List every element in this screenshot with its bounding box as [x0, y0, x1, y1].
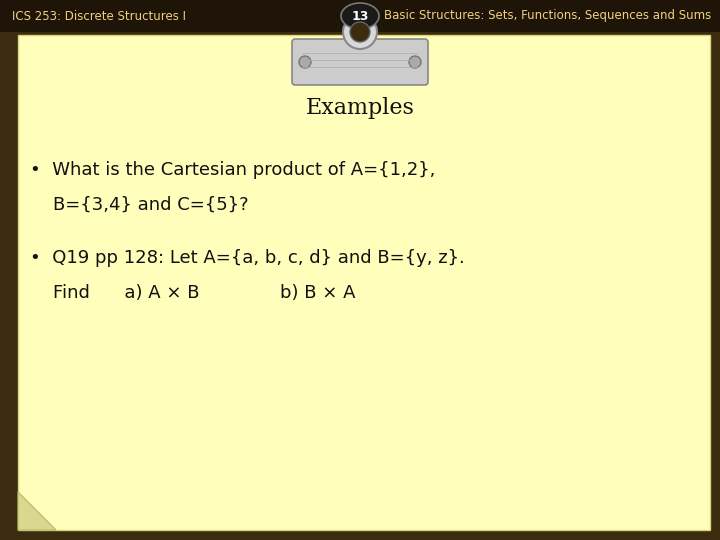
Ellipse shape: [350, 22, 370, 42]
FancyBboxPatch shape: [292, 39, 428, 85]
Text: •  Q19 pp 128: Let A={a, b, c, d} and B={y, z}.: • Q19 pp 128: Let A={a, b, c, d} and B={…: [30, 249, 464, 267]
Text: Examples: Examples: [305, 97, 415, 119]
Text: Basic Structures: Sets, Functions, Sequences and Sums: Basic Structures: Sets, Functions, Seque…: [384, 10, 711, 23]
Text: •  What is the Cartesian product of A={1,2},: • What is the Cartesian product of A={1,…: [30, 161, 436, 179]
Text: Find      a) A × B              b) B × A: Find a) A × B b) B × A: [30, 284, 356, 302]
Bar: [0, 0, 720, 32]
Polygon shape: [18, 492, 56, 530]
Text: B={3,4} and C={5}?: B={3,4} and C={5}?: [30, 196, 248, 214]
Ellipse shape: [343, 15, 377, 49]
Ellipse shape: [341, 3, 379, 29]
Ellipse shape: [299, 56, 311, 68]
Ellipse shape: [409, 56, 421, 68]
Text: 13: 13: [351, 10, 369, 23]
Text: ICS 253: Discrete Structures I: ICS 253: Discrete Structures I: [12, 10, 186, 23]
